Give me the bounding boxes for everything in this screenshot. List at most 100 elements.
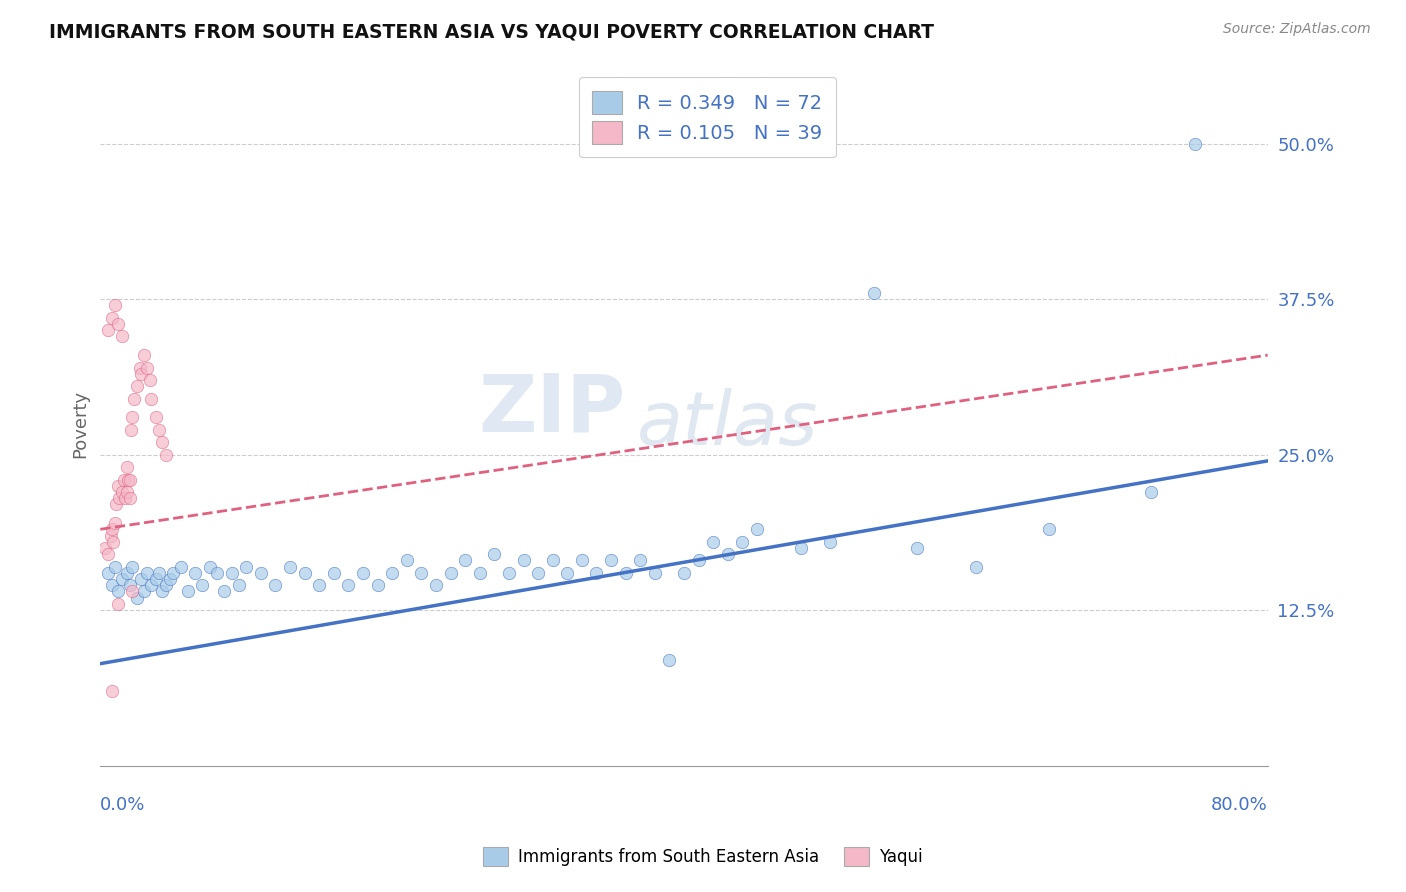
Point	[672, 566, 695, 580]
Point	[145, 410, 167, 425]
Point	[614, 566, 637, 580]
Point	[278, 559, 301, 574]
Point	[228, 578, 250, 592]
Point	[125, 591, 148, 605]
Point	[585, 566, 607, 580]
Point	[97, 566, 120, 580]
Point	[191, 578, 214, 592]
Point	[235, 559, 257, 574]
Point	[322, 566, 344, 580]
Point	[111, 572, 134, 586]
Point	[115, 566, 138, 580]
Point	[862, 285, 884, 300]
Point	[1184, 136, 1206, 151]
Point	[337, 578, 360, 592]
Point	[101, 578, 124, 592]
Point	[155, 578, 177, 592]
Point	[97, 323, 120, 337]
Point	[571, 553, 593, 567]
Point	[221, 566, 243, 580]
Point	[136, 360, 159, 375]
Point	[93, 541, 115, 555]
Point	[117, 473, 139, 487]
Point	[381, 566, 404, 580]
Point	[136, 566, 159, 580]
Point	[97, 547, 120, 561]
Point	[600, 553, 623, 567]
Point	[527, 566, 550, 580]
Point	[628, 553, 651, 567]
Point	[367, 578, 389, 592]
Point	[128, 360, 150, 375]
Text: Source: ZipAtlas.com: Source: ZipAtlas.com	[1223, 22, 1371, 37]
Point	[107, 317, 129, 331]
Point	[145, 572, 167, 586]
Point	[395, 553, 418, 567]
Point	[644, 566, 666, 580]
Text: 0.0%: 0.0%	[100, 797, 146, 814]
Point	[184, 566, 207, 580]
Point	[104, 559, 127, 574]
Point	[120, 423, 142, 437]
Point	[177, 584, 200, 599]
Point	[139, 373, 162, 387]
Point	[352, 566, 374, 580]
Point	[107, 584, 129, 599]
Point	[745, 522, 768, 536]
Point	[115, 485, 138, 500]
Point	[121, 584, 143, 599]
Point	[108, 491, 131, 506]
Point	[818, 534, 841, 549]
Legend: Immigrants from South Eastern Asia, Yaqui: Immigrants from South Eastern Asia, Yaqu…	[477, 840, 929, 873]
Point	[688, 553, 710, 567]
Point	[205, 566, 228, 580]
Point	[115, 460, 138, 475]
Point	[121, 410, 143, 425]
Point	[512, 553, 534, 567]
Point	[790, 541, 813, 555]
Point	[907, 541, 929, 555]
Point	[155, 448, 177, 462]
Point	[118, 491, 141, 506]
Point	[111, 329, 134, 343]
Point	[148, 423, 170, 437]
Text: ZIP: ZIP	[478, 371, 626, 449]
Point	[111, 485, 134, 500]
Point	[264, 578, 287, 592]
Point	[717, 547, 740, 561]
Point	[107, 597, 129, 611]
Point	[150, 584, 173, 599]
Point	[134, 584, 156, 599]
Point	[104, 298, 127, 312]
Point	[214, 584, 236, 599]
Point	[134, 348, 156, 362]
Point	[250, 566, 273, 580]
Point	[118, 578, 141, 592]
Point	[468, 566, 491, 580]
Point	[107, 479, 129, 493]
Point	[100, 528, 122, 542]
Point	[118, 473, 141, 487]
Text: atlas: atlas	[637, 387, 818, 459]
Point	[169, 559, 191, 574]
Point	[1140, 485, 1163, 500]
Point	[148, 566, 170, 580]
Point	[159, 572, 181, 586]
Point	[141, 392, 163, 406]
Point	[129, 572, 152, 586]
Point	[484, 547, 506, 561]
Point	[104, 516, 127, 530]
Point	[439, 566, 461, 580]
Point	[294, 566, 316, 580]
Point	[658, 653, 681, 667]
Point	[541, 553, 564, 567]
Point	[125, 379, 148, 393]
Point	[112, 473, 135, 487]
Point	[101, 310, 124, 325]
Point	[454, 553, 477, 567]
Y-axis label: Poverty: Poverty	[72, 390, 89, 458]
Point	[101, 684, 124, 698]
Point	[498, 566, 520, 580]
Point	[198, 559, 221, 574]
Point	[114, 491, 136, 506]
